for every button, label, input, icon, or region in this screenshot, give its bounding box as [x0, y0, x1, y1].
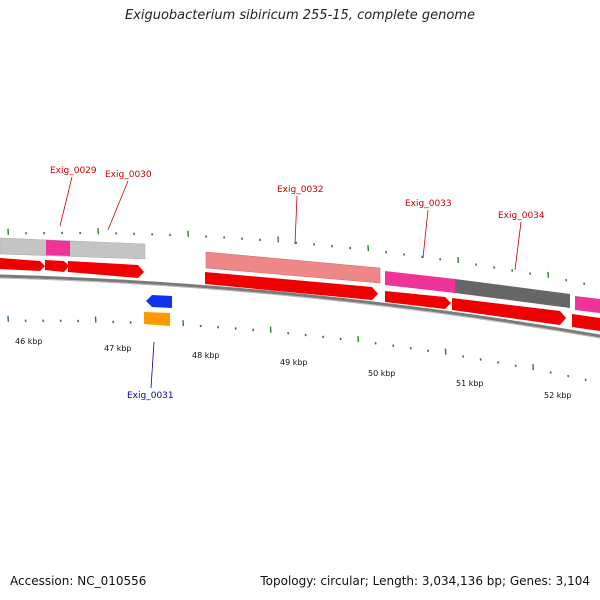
pink-feature-exig-0029[interactable] — [46, 240, 70, 256]
gene-label-exig-0031: Exig_0031 — [127, 391, 174, 401]
gene-label-exig-0032: Exig_0032 — [277, 185, 324, 195]
kbp-label-51: 51 kbp — [456, 379, 484, 388]
kbp-label-52: 52 kbp — [544, 391, 572, 400]
cds-arrow-right[interactable] — [572, 314, 600, 331]
kbp-label-47: 47 kbp — [104, 344, 132, 353]
gene-label-exig-0033: Exig_0033 — [405, 199, 452, 209]
pink-feature-exig-0033[interactable] — [385, 271, 455, 293]
pink-feature-right[interactable] — [575, 296, 600, 313]
cds-arrow-exig-0029[interactable] — [45, 260, 69, 272]
lower-tick-track — [7, 315, 587, 382]
genome-summary: Topology: circular; Length: 3,034,136 bp… — [260, 574, 590, 588]
accession-label: Accession: NC_010556 — [10, 574, 147, 588]
orange-feature-exig-0031[interactable] — [144, 312, 170, 326]
kbp-label-46: 46 kbp — [15, 337, 43, 346]
cds-arrow-exig-0034[interactable] — [452, 298, 566, 325]
kbp-label-50: 50 kbp — [368, 369, 396, 378]
map-title: Exiguobacterium sibiricum 255-15, comple… — [124, 8, 476, 23]
gray-feature-left[interactable] — [0, 237, 146, 260]
blue-feature-exig-0031[interactable] — [146, 295, 172, 308]
salmon-feature-exig-0032[interactable] — [205, 251, 381, 284]
cds-arrow-exig-0032[interactable] — [205, 272, 378, 300]
gene-label-exig-0030: Exig_0030 — [105, 170, 152, 180]
genome-backbone — [0, 274, 600, 338]
darkgray-feature-exig-0034[interactable] — [455, 279, 570, 308]
cds-arrow-exig-0033[interactable] — [385, 291, 451, 309]
gene-label-exig-0029: Exig_0029 — [50, 166, 97, 176]
upper-tick-track — [7, 228, 586, 285]
kbp-label-49: 49 kbp — [280, 358, 308, 367]
cds-arrow-exig-0030[interactable] — [68, 261, 144, 278]
cds-arrow-left-1[interactable] — [0, 258, 45, 271]
kbp-label-48: 48 kbp — [192, 351, 220, 360]
gene-label-exig-0034: Exig_0034 — [498, 211, 545, 221]
